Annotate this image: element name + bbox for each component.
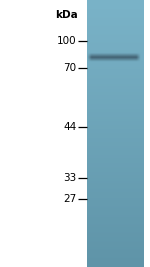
- Text: 70: 70: [63, 63, 76, 73]
- Text: 44: 44: [63, 122, 76, 132]
- Text: kDa: kDa: [55, 10, 78, 20]
- Text: 27: 27: [63, 194, 76, 204]
- Text: 100: 100: [57, 36, 76, 46]
- Text: 33: 33: [63, 172, 76, 183]
